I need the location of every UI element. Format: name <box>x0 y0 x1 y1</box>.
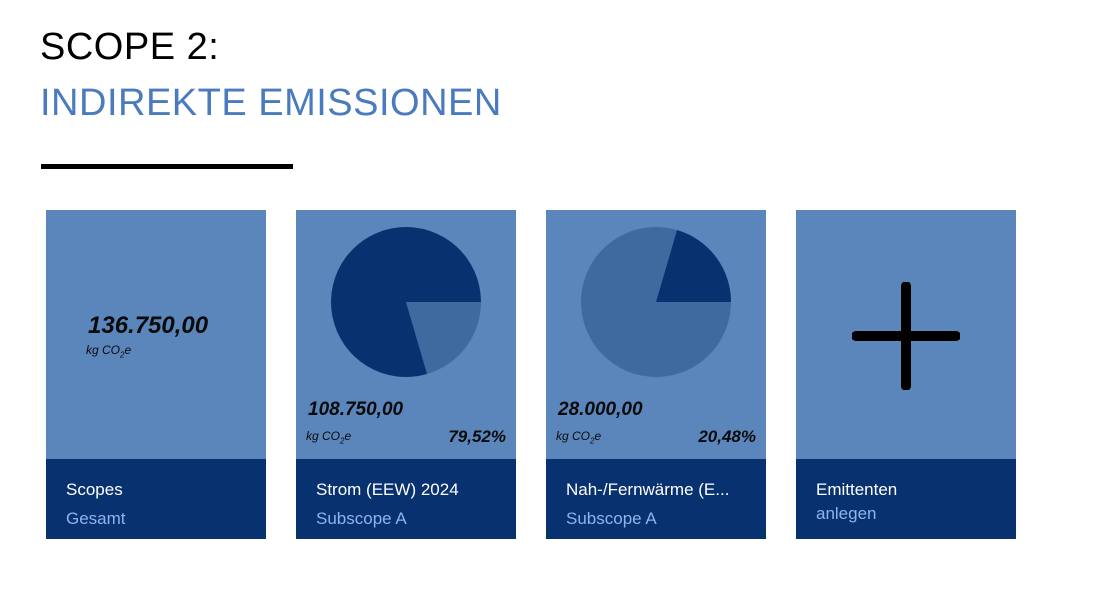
strom-value: 108.750,00 <box>308 399 404 420</box>
card-title: Emittenten <box>816 480 898 499</box>
fernwaerme-pie-chart <box>581 227 731 377</box>
pie-slice-other <box>406 302 481 374</box>
card-subtitle: Subscope A <box>566 509 657 528</box>
strom-pie-chart <box>331 227 481 377</box>
add-emitter-card[interactable]: Emittenten anlegen <box>796 210 1016 539</box>
page-title-line1: SCOPE 2: <box>40 26 220 68</box>
page-title-line2: INDIREKTE EMISSIONEN <box>40 82 502 124</box>
card-footer: Emittenten anlegen <box>796 459 1016 539</box>
fernwaerme-card[interactable]: 28.000,00 kg CO2e 20,48% Nah-/Fernwärme … <box>546 210 766 539</box>
strom-card[interactable]: 108.750,00 kg CO2e 79,52% Strom (EEW) 20… <box>296 210 516 539</box>
pie-slice-share <box>331 227 481 377</box>
card-title: Scopes <box>66 480 123 499</box>
card-subtitle: Gesamt <box>66 509 126 528</box>
card-title: Nah-/Fernwärme (E... <box>566 480 730 499</box>
total-unit: kg CO2e <box>86 343 132 360</box>
card-title: Strom (EEW) 2024 <box>316 480 459 499</box>
strom-unit: kg CO2e <box>306 429 352 446</box>
card-subtitle: anlegen <box>816 504 877 523</box>
card-footer: Nah-/Fernwärme (E... Subscope A <box>546 459 766 539</box>
plus-icon[interactable] <box>852 282 960 390</box>
strom-percent: 79,52% <box>448 427 506 446</box>
card-footer: Strom (EEW) 2024 Subscope A <box>296 459 516 539</box>
pie-slice-share <box>656 230 731 302</box>
card-subtitle: Subscope A <box>316 509 407 528</box>
title-divider <box>41 164 293 169</box>
fernwaerme-percent: 20,48% <box>698 427 756 446</box>
total-value: 136.750,00 <box>88 312 209 339</box>
card-footer: Scopes Gesamt <box>46 459 266 539</box>
fernwaerme-unit: kg CO2e <box>556 429 602 446</box>
fernwaerme-value: 28.000,00 <box>558 399 643 420</box>
scope-total-card[interactable]: 136.750,00 kg CO2e Scopes Gesamt <box>46 210 266 539</box>
